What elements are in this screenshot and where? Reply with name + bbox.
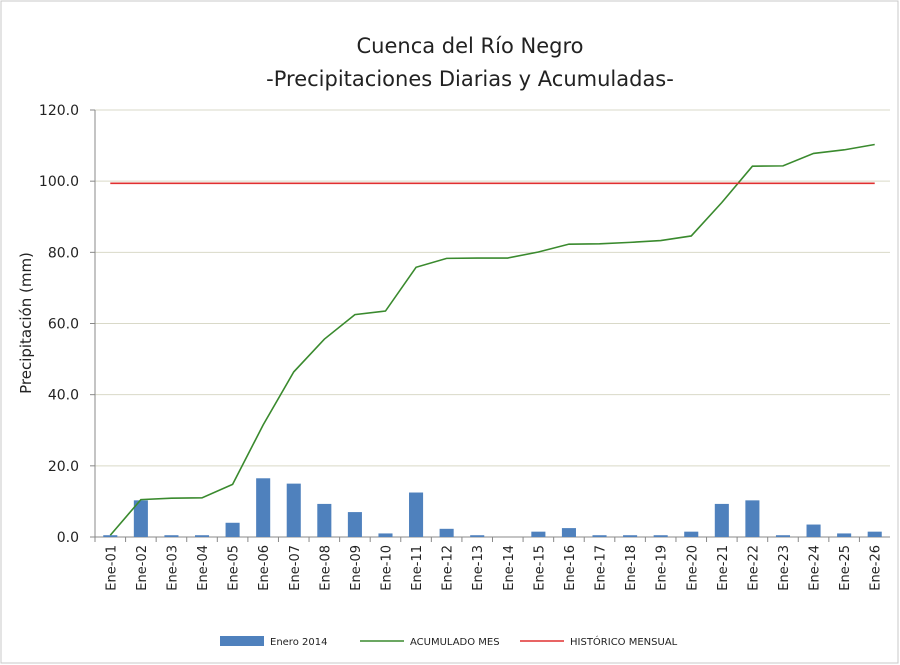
bar: [561, 528, 576, 537]
bar: [684, 531, 699, 537]
x-tick-label: Ene-25: [838, 545, 853, 591]
x-tick-label: Ene-24: [808, 545, 823, 591]
bar: [225, 522, 240, 537]
chart-title: Cuenca del Río Negro: [357, 34, 584, 58]
bar: [775, 535, 791, 537]
x-tick-label: Ene-13: [471, 545, 486, 591]
x-tick-label: Ene-19: [655, 545, 670, 591]
x-tick-label: Ene-17: [594, 545, 609, 591]
bar: [592, 535, 607, 537]
y-tick-label: 40.0: [48, 388, 79, 404]
y-tick-label: 80.0: [48, 245, 79, 261]
bar: [409, 492, 424, 537]
bar: [837, 533, 852, 537]
x-tick-label: Ene-26: [869, 545, 884, 591]
bar: [256, 478, 271, 537]
x-tick-label: Ene-16: [563, 545, 578, 591]
line: [109, 143, 875, 536]
y-tick-label: 60.0: [48, 317, 79, 333]
bar: [531, 531, 546, 537]
x-tick-label: Ene-22: [746, 545, 761, 591]
x-tick-label: Ene-05: [227, 545, 242, 591]
bar: [806, 524, 821, 537]
legend-label: HISTÓRICO MENSUAL: [570, 635, 678, 648]
y-tick-label: 100.0: [39, 174, 79, 190]
bar: [194, 535, 210, 537]
x-tick-label: Ene-06: [257, 545, 272, 591]
bar: [133, 500, 148, 537]
x-tick-label: Ene-18: [624, 545, 639, 591]
x-tick-label: Ene-23: [777, 545, 792, 591]
bar: [745, 500, 760, 537]
x-tick-label: Ene-14: [502, 545, 517, 591]
legend-label: Enero 2014: [270, 637, 327, 648]
legend-label: ACUMULADO MES: [410, 637, 500, 648]
bar: [286, 483, 301, 537]
x-tick-label: Ene-11: [410, 545, 425, 591]
bar: [653, 535, 668, 537]
x-tick-label: Ene-08: [318, 545, 333, 591]
bar: [714, 503, 729, 537]
bar: [470, 535, 485, 537]
bar: [867, 531, 882, 537]
bar: [623, 535, 638, 537]
x-tick-label: Ene-15: [532, 545, 547, 591]
bar: [378, 533, 393, 537]
bar: [164, 535, 179, 537]
x-tick-label: Ene-21: [716, 545, 731, 591]
x-tick-label: Ene-12: [441, 545, 456, 591]
legend-swatch: [220, 636, 264, 646]
x-tick-label: Ene-20: [685, 545, 700, 591]
x-tick-label: Ene-07: [288, 545, 303, 591]
y-tick-label: 0.0: [57, 530, 79, 546]
x-tick-label: Ene-02: [135, 545, 150, 591]
chart-subtitle: -Precipitaciones Diarias y Acumuladas-: [266, 67, 674, 91]
y-tick-label: 20.0: [48, 459, 79, 475]
bar: [317, 503, 332, 537]
bar: [103, 535, 118, 537]
bar: [347, 512, 362, 537]
x-tick-label: Ene-09: [349, 545, 364, 591]
x-tick-label: Ene-01: [104, 545, 119, 591]
x-tick-label: Ene-10: [379, 545, 394, 591]
y-axis-label: Precipitación (mm): [17, 252, 35, 394]
y-tick-label: 120.0: [39, 103, 79, 119]
x-tick-label: Ene-04: [196, 545, 211, 591]
bar: [439, 528, 454, 537]
x-tick-label: Ene-03: [165, 545, 180, 591]
